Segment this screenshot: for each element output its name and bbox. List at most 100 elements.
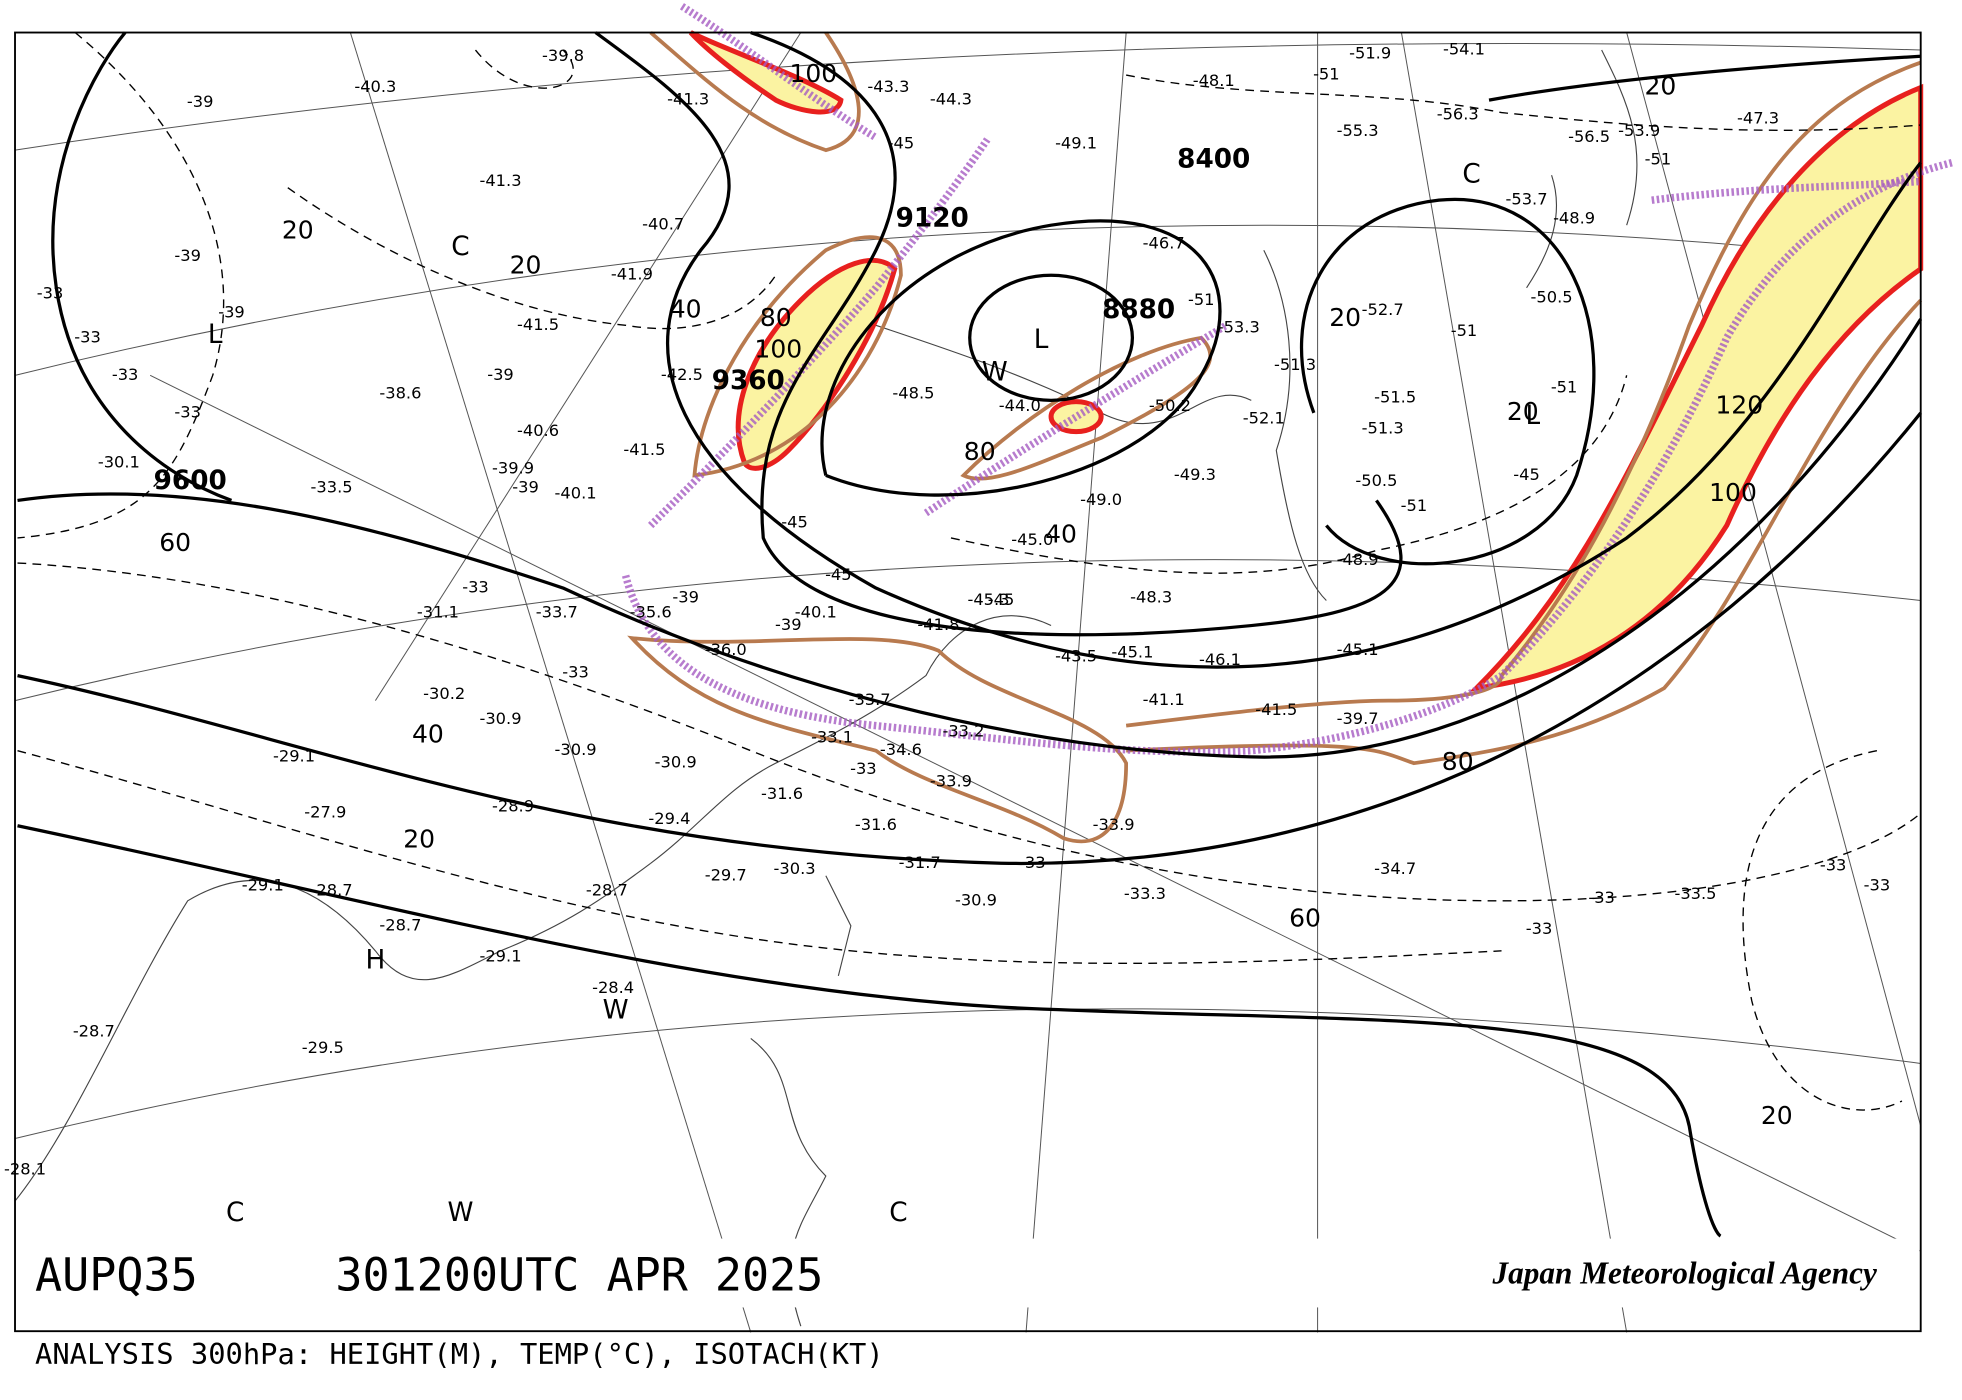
temperature-label: -51: [1451, 321, 1478, 340]
temperature-label: -30.9: [555, 740, 597, 759]
temperature-label: -33: [462, 578, 489, 597]
map-labels: 9600936091208880840020204010080100804060…: [4, 40, 1890, 1229]
temperature-label: -44.0: [999, 396, 1041, 415]
isotach-label: 20: [1507, 397, 1539, 426]
isotach-label: 40: [412, 720, 444, 749]
height-label: 8880: [1102, 295, 1175, 325]
temperature-label: -33.7: [536, 603, 578, 622]
isotach-label: 80: [1442, 747, 1474, 776]
temperature-label: -27.9: [304, 803, 346, 822]
temperature-label: -43.5: [1055, 646, 1097, 665]
temperature-label: -45.3: [967, 590, 1009, 609]
temperature-label: -42.5: [661, 365, 703, 384]
temperature-label: -33: [74, 327, 101, 346]
isotach-label: 20: [1645, 72, 1677, 101]
height-label: 8400: [1177, 145, 1250, 175]
jet-axes: [621, 3, 1953, 756]
agency: Japan Meteorological Agency: [1491, 1255, 1877, 1290]
isotach-label: 20: [1329, 303, 1361, 332]
temperature-label: -28.9: [492, 796, 534, 815]
temperature-label: -45: [888, 133, 915, 152]
isotach-label: 100: [789, 59, 837, 88]
temperature-label: -33.5: [311, 477, 353, 496]
temperature-label: -39: [512, 477, 539, 496]
temperature-label: -55.3: [1337, 121, 1379, 140]
height-contours: [17, 30, 1923, 1238]
isotach-label: 100: [754, 334, 802, 363]
system-label: L: [1034, 325, 1049, 355]
temperature-label: -41.5: [1255, 700, 1297, 719]
temperature-label: -30.9: [955, 890, 997, 909]
temperature-label: -45.1: [1111, 643, 1153, 662]
temperature-label: -45: [988, 590, 1015, 609]
temperature-label: -33.5: [1674, 884, 1716, 903]
temperature-label: -41.3: [667, 90, 709, 109]
temperature-label: -36.0: [705, 640, 747, 659]
isotach-label: 20: [403, 825, 435, 854]
isotach-label: 40: [670, 294, 702, 323]
temperature-label: -53.7: [1506, 190, 1548, 209]
temperature-label: -33: [1820, 855, 1847, 874]
temperature-label: -40.6: [517, 421, 559, 440]
temperature-label: -33.9: [1093, 815, 1135, 834]
temperature-label: -33.7: [849, 690, 891, 709]
temperature-label: -40.3: [354, 77, 396, 96]
temperature-label: -39: [775, 615, 802, 634]
temperature-label: -50.5: [1531, 287, 1573, 306]
temperature-label: -39.7: [1337, 709, 1379, 728]
temperature-label: -53.3: [1218, 317, 1260, 336]
temperature-label: -56.3: [1437, 105, 1479, 124]
temperature-label: -41.5: [623, 440, 665, 459]
temperature-label: -47.3: [1737, 108, 1779, 127]
system-label: W: [982, 357, 1008, 387]
height-label: 9600: [154, 466, 227, 496]
temperature-label: -49.1: [1055, 133, 1097, 152]
isotach-label: 20: [1761, 1101, 1793, 1130]
temperature-label: -56.5: [1568, 127, 1610, 146]
temperature-label: -51.5: [1374, 387, 1416, 406]
temperature-label: -50.5: [1355, 471, 1397, 490]
temperature-label: -41.3: [479, 171, 521, 190]
temperature-label: -40.7: [642, 215, 684, 234]
temperature-label: -35.6: [630, 603, 672, 622]
temperature-label: -29.1: [273, 746, 315, 765]
temperature-label: -46.7: [1143, 233, 1185, 252]
isotach-label: 120: [1715, 391, 1763, 420]
temperature-label: -48.1: [1193, 71, 1235, 90]
temperature-label: -49.0: [1080, 490, 1122, 509]
temperature-label: -31.6: [761, 784, 803, 803]
temperature-label: -29.1: [479, 947, 521, 966]
temperature-label: -33: [174, 402, 201, 421]
chart-code: AUPQ35: [35, 1249, 198, 1302]
temperature-label: -45: [825, 565, 852, 584]
temperature-label: -33.3: [1124, 884, 1166, 903]
isotach-label: 20: [510, 250, 542, 279]
system-label: C: [1462, 160, 1480, 190]
temperature-label: -39.8: [542, 46, 584, 65]
temperature-label: -51: [1551, 377, 1578, 396]
temperature-label: -52.1: [1243, 409, 1285, 428]
system-label: C: [889, 1198, 907, 1228]
temperature-label: -33.2: [942, 721, 984, 740]
temperature-label: -48.9: [1337, 550, 1379, 569]
temperature-label: -39: [187, 92, 214, 111]
temperature-label: -51: [1188, 290, 1215, 309]
temperature-label: -39: [487, 365, 514, 384]
temperature-label: -33.1: [811, 728, 853, 747]
isotach-label: 60: [159, 528, 191, 557]
temperature-label: -51.3: [1362, 419, 1404, 438]
system-label: W: [447, 1198, 473, 1228]
temperature-label: -50.2: [1149, 396, 1191, 415]
temperature-label: -30.3: [774, 859, 816, 878]
temperature-label: -41.1: [1143, 690, 1185, 709]
temperature-label: -49.3: [1174, 465, 1216, 484]
temperature-label: -43.3: [867, 77, 909, 96]
temperature-label: -54.1: [1443, 40, 1485, 59]
temperature-label: -40.1: [555, 484, 597, 503]
temperature-label: -53.9: [1618, 121, 1660, 140]
isotach-label: 80: [760, 303, 792, 332]
temperature-label: -45: [781, 512, 808, 531]
isotach-label: 20: [282, 215, 314, 244]
temperature-label: -48.9: [1553, 208, 1595, 227]
map-frame: [14, 31, 1922, 1333]
